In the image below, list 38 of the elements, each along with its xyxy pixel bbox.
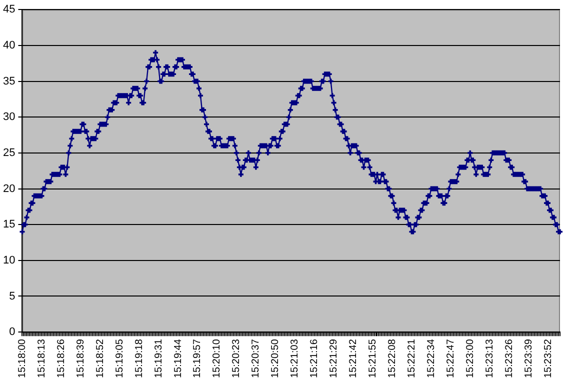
x-tick-label: 15:18:00 bbox=[16, 338, 28, 378]
x-tick-label: 15:23:39 bbox=[523, 338, 534, 378]
x-tick-label: 15:21:55 bbox=[368, 338, 379, 378]
y-tick-label: 25 bbox=[2, 146, 16, 159]
y-tick-label: 35 bbox=[2, 75, 16, 88]
x-tick-label: 15:18:52 bbox=[94, 338, 106, 378]
y-tick-label: 40 bbox=[2, 39, 16, 52]
y-tick-label: 30 bbox=[2, 111, 16, 124]
x-tick-label: 15:19:31 bbox=[153, 338, 164, 378]
x-tick-label: 15:22:47 bbox=[445, 338, 456, 378]
x-tick-label: 15:20:50 bbox=[270, 338, 282, 378]
x-tick-label: 15:21:16 bbox=[309, 338, 320, 378]
x-tick-label: 15:22:21 bbox=[406, 338, 418, 378]
y-tick-label: 45 bbox=[2, 4, 16, 16]
x-tick-label: 15:18:26 bbox=[56, 338, 67, 378]
x-tick-label: 15:23:00 bbox=[464, 338, 476, 378]
x-tick-label: 15:21:03 bbox=[290, 338, 301, 378]
x-tick-label: 15:23:26 bbox=[504, 338, 515, 378]
x-tick-label: 15:23:13 bbox=[484, 338, 496, 378]
x-tick-label: 15:19:44 bbox=[172, 338, 184, 378]
x-tick-label: 15:19:18 bbox=[134, 338, 145, 378]
x-tick-label: 15:20:10 bbox=[212, 338, 223, 378]
x-tick-label: 15:20:37 bbox=[250, 338, 262, 378]
x-tick-label: 15:22:34 bbox=[426, 338, 437, 378]
y-tick-label: 10 bbox=[2, 254, 16, 266]
x-tick-label: 15:19:57 bbox=[192, 338, 204, 378]
y-tick-label: 15 bbox=[2, 218, 16, 231]
x-tick-label: 15:21:42 bbox=[348, 338, 360, 378]
x-tick-label: 15:21:29 bbox=[328, 338, 340, 378]
x-tick-label: 15:20:23 bbox=[231, 338, 242, 378]
y-tick-label: 0 bbox=[9, 326, 16, 338]
x-tick-label: 15:18:39 bbox=[75, 338, 86, 378]
x-tick-label: 15:18:13 bbox=[36, 338, 48, 378]
x-tick-label: 15:22:08 bbox=[386, 338, 398, 378]
y-tick-label: 5 bbox=[9, 290, 16, 302]
y-tick-label: 20 bbox=[2, 182, 16, 195]
x-tick-label: 15:19:05 bbox=[114, 338, 126, 378]
x-tick-label: 15:23:52 bbox=[542, 338, 554, 378]
